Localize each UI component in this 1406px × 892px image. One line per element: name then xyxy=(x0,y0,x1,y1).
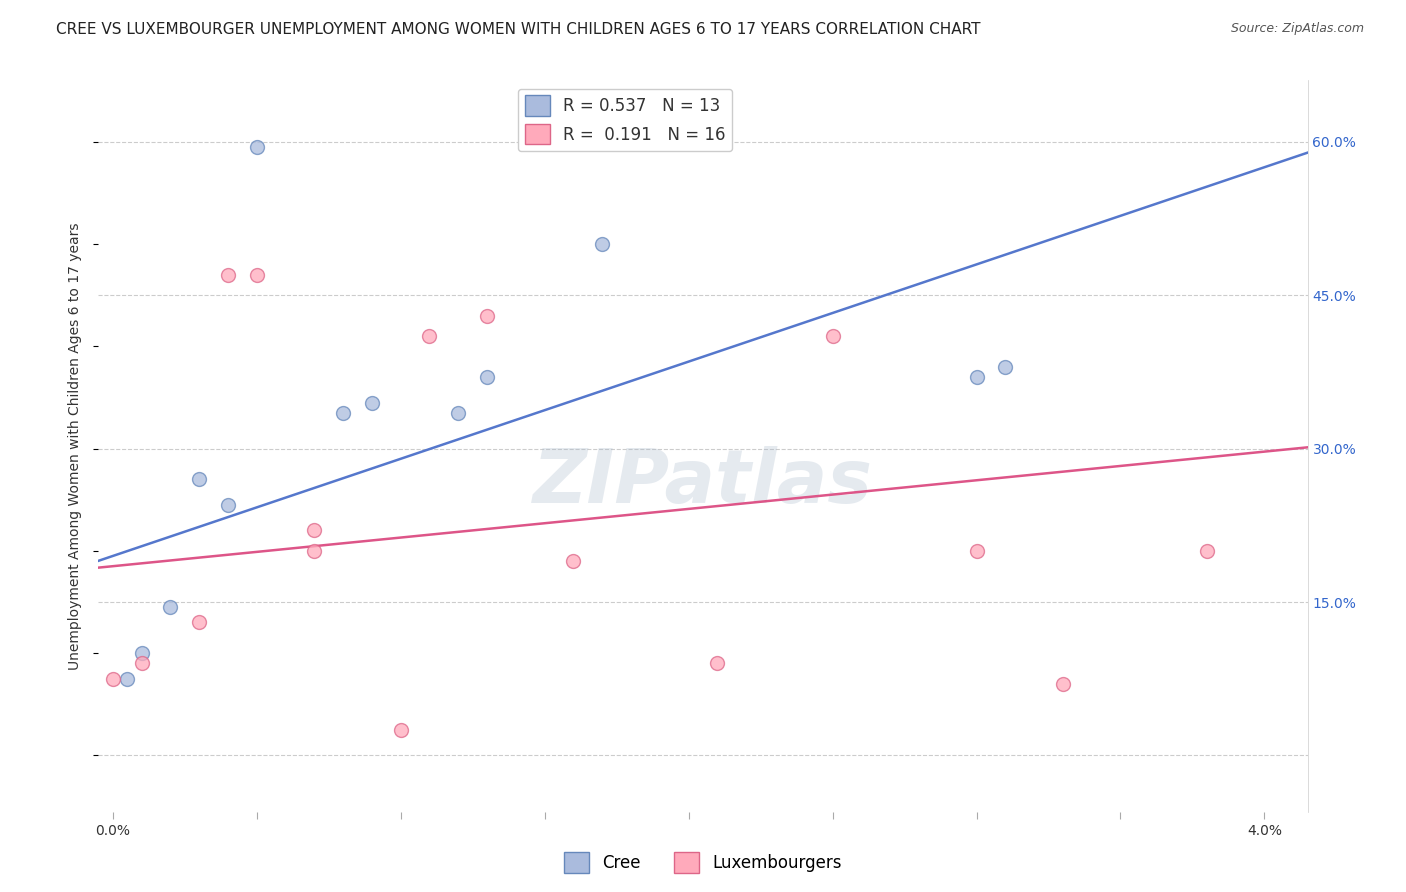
Point xyxy=(966,544,988,558)
Point xyxy=(246,140,269,154)
Point xyxy=(389,723,412,737)
Point xyxy=(332,406,354,420)
Legend: R = 0.537   N = 13, R =  0.191   N = 16: R = 0.537 N = 13, R = 0.191 N = 16 xyxy=(517,88,733,151)
Point xyxy=(304,544,326,558)
Point xyxy=(159,600,181,615)
Text: Source: ZipAtlas.com: Source: ZipAtlas.com xyxy=(1230,22,1364,36)
Text: ZIPatlas: ZIPatlas xyxy=(533,446,873,519)
Point xyxy=(591,236,613,251)
Point xyxy=(131,657,153,671)
Point xyxy=(217,498,239,512)
Point xyxy=(101,672,124,686)
Point xyxy=(821,329,844,343)
Legend: Cree, Luxembourgers: Cree, Luxembourgers xyxy=(557,846,849,880)
Point xyxy=(706,657,728,671)
Point xyxy=(1195,544,1218,558)
Point xyxy=(418,329,440,343)
Text: CREE VS LUXEMBOURGER UNEMPLOYMENT AMONG WOMEN WITH CHILDREN AGES 6 TO 17 YEARS C: CREE VS LUXEMBOURGER UNEMPLOYMENT AMONG … xyxy=(56,22,981,37)
Point xyxy=(115,672,138,686)
Point xyxy=(994,359,1017,374)
Point xyxy=(475,370,498,384)
Point xyxy=(1052,677,1074,691)
Point xyxy=(361,395,384,409)
Point xyxy=(447,406,470,420)
Point xyxy=(562,554,585,568)
Point xyxy=(188,615,211,630)
Point xyxy=(188,472,211,486)
Point xyxy=(966,370,988,384)
Y-axis label: Unemployment Among Women with Children Ages 6 to 17 years: Unemployment Among Women with Children A… xyxy=(69,222,83,670)
Point xyxy=(131,646,153,660)
Point xyxy=(217,268,239,282)
Point xyxy=(475,309,498,323)
Point xyxy=(246,268,269,282)
Point xyxy=(304,524,326,538)
